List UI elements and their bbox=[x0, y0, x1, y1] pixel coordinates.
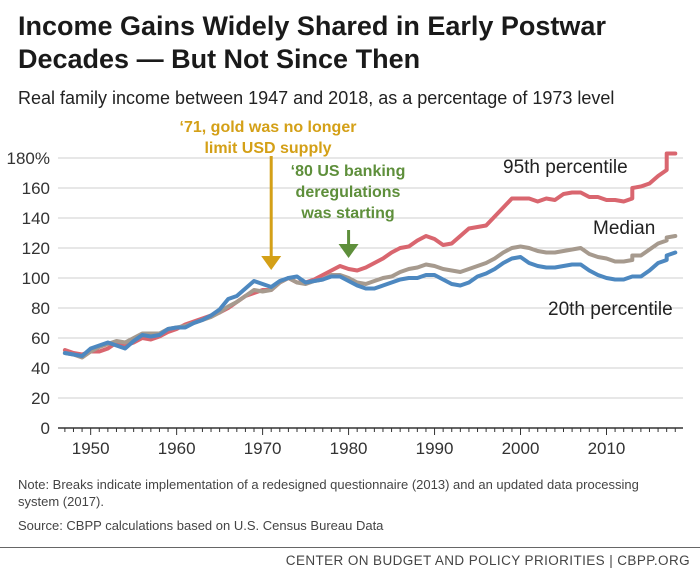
gold-annotation-arrow-head bbox=[261, 256, 282, 270]
series-lines bbox=[62, 151, 678, 360]
footer-credit: CENTER ON BUDGET AND POLICY PRIORITIES |… bbox=[285, 553, 690, 568]
x-tick-label: 1950 bbox=[72, 439, 110, 458]
y-tick-label: 80 bbox=[31, 299, 50, 318]
y-tick-label: 20 bbox=[31, 389, 50, 408]
95th-percentile-line bbox=[62, 151, 678, 357]
x-tick-label: 2000 bbox=[502, 439, 540, 458]
banking-annotation-text: ‘80 US banking bbox=[291, 163, 406, 180]
axes: 0 20 40 60 80 100 120 140 160 180% 1950 1960 1970 198… bbox=[7, 149, 683, 458]
20th-percentile-line bbox=[62, 250, 678, 358]
y-tick-label: 0 bbox=[41, 419, 50, 438]
banking-annotation-text: deregulations bbox=[296, 184, 401, 201]
y-tick-label: 120 bbox=[22, 239, 50, 258]
y-tick-label: 100 bbox=[22, 269, 50, 288]
annotations: ‘71, gold was no longer limit USD supply ‘… bbox=[180, 119, 406, 270]
line-chart: 0 20 40 60 80 100 120 140 160 180% 1950 1960 1970 198… bbox=[7, 119, 683, 458]
y-tick-label: 160 bbox=[22, 179, 50, 198]
x-tick-label: 1960 bbox=[158, 439, 196, 458]
footer-divider bbox=[0, 547, 700, 548]
x-tick-label: 1980 bbox=[330, 439, 368, 458]
x-tick-label: 1990 bbox=[416, 439, 454, 458]
label-95th-percentile: 95th percentile bbox=[503, 157, 628, 178]
series-labels: 95th percentile Median 20th percentile bbox=[503, 157, 673, 320]
chart-subtitle: Real family income between 1947 and 2018… bbox=[18, 88, 615, 108]
chart-source: Source: CBPP calculations based on U.S. … bbox=[18, 518, 384, 533]
gold-annotation-text: limit USD supply bbox=[204, 140, 331, 157]
x-tick-label: 1970 bbox=[244, 439, 282, 458]
banking-annotation-text: was starting bbox=[300, 205, 394, 222]
label-20th-percentile: 20th percentile bbox=[548, 299, 673, 320]
y-tick-label: 180% bbox=[7, 149, 50, 168]
y-tick-label: 40 bbox=[31, 359, 50, 378]
gold-annotation-text: ‘71, gold was no longer bbox=[180, 119, 357, 136]
chart-title: Income Gains Widely Shared in Early Post… bbox=[18, 11, 606, 74]
y-tick-label: 60 bbox=[31, 329, 50, 348]
banking-annotation-arrow-head bbox=[338, 244, 359, 258]
x-tick-label: 2010 bbox=[588, 439, 626, 458]
label-median: Median bbox=[593, 218, 655, 239]
y-tick-label: 140 bbox=[22, 209, 50, 228]
chart-note: Note: Breaks indicate implementation of … bbox=[18, 477, 639, 509]
